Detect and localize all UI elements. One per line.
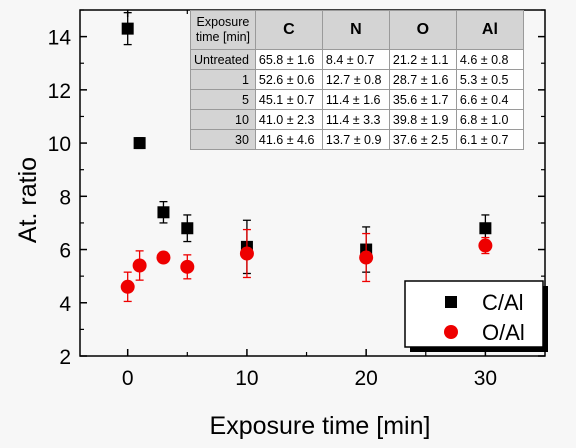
legend-label: C/Al (482, 290, 524, 315)
row-label: 1 (190, 69, 256, 90)
table-row: 5 45.1 ± 0.7 11.4 ± 1.6 35.6 ± 1.7 6.6 ±… (190, 89, 524, 110)
header-label-line1: Exposure (196, 15, 250, 29)
table-cell: 21.2 ± 1.1 (388, 49, 457, 70)
legend-box (404, 280, 544, 348)
table-cell: 65.8 ± 1.6 (254, 49, 323, 70)
data-point-circle (359, 250, 374, 265)
table-row: Untreated 65.8 ± 1.6 8.4 ± 0.7 21.2 ± 1.… (190, 49, 524, 70)
series-o-al (120, 228, 493, 303)
table-cell: 39.8 ± 1.9 (388, 109, 457, 130)
table-cell: 6.1 ± 0.7 (455, 129, 524, 150)
legend: C/Al O/Al (404, 280, 548, 352)
table-header-label: Exposure time [min] (190, 10, 256, 50)
data-point-square (181, 222, 194, 235)
legend-marker-circle (444, 325, 458, 339)
table-cell: 4.6 ± 0.8 (455, 49, 524, 70)
table-row: 1 52.6 ± 0.6 12.7 ± 0.8 28.7 ± 1.6 5.3 ±… (190, 69, 524, 90)
composition-table: Exposure time [min] C N O Al Untreated 6… (190, 10, 524, 150)
data-point-circle (478, 238, 493, 253)
table-cell: 8.4 ± 0.7 (321, 49, 390, 70)
y-tick-label: 8 (59, 186, 71, 209)
x-tick-label: 10 (235, 367, 258, 390)
data-point-circle (180, 259, 195, 274)
column-header: C (254, 10, 323, 50)
row-label: 10 (190, 109, 256, 130)
table-row: 10 41.0 ± 2.3 11.4 ± 3.3 39.8 ± 1.9 6.8 … (190, 109, 524, 130)
data-point-circle (239, 246, 254, 261)
y-tick-label: 4 (59, 293, 71, 316)
x-tick-label: 20 (354, 367, 377, 390)
column-header: N (321, 10, 390, 50)
y-ticks: 2 4 6 8 10 12 14 (48, 9, 545, 369)
row-label: Untreated (190, 49, 256, 70)
table-cell: 13.7 ± 0.9 (321, 129, 390, 150)
y-tick-label: 14 (48, 27, 72, 50)
table-cell: 11.4 ± 1.6 (321, 89, 390, 110)
x-axis-title: Exposure time [min] (210, 412, 431, 440)
table-cell: 11.4 ± 3.3 (321, 109, 390, 130)
table-cell: 41.0 ± 2.3 (254, 109, 323, 130)
data-point-circle (132, 258, 147, 273)
table-cell: 6.8 ± 1.0 (455, 109, 524, 130)
data-point-circle (120, 279, 135, 294)
y-tick-label: 6 (59, 240, 71, 263)
table-header-row: Exposure time [min] C N O Al (190, 10, 524, 50)
column-header: O (388, 10, 457, 50)
table-cell: 41.6 ± 4.6 (254, 129, 323, 150)
table-cell: 52.6 ± 0.6 (254, 69, 323, 90)
data-point-square (121, 22, 134, 35)
table-cell: 12.7 ± 0.8 (321, 69, 390, 90)
table-cell: 28.7 ± 1.6 (388, 69, 457, 90)
y-axis-title: At. ratio (14, 157, 42, 243)
table-cell: 5.3 ± 0.5 (455, 69, 524, 90)
legend-marker-square (445, 296, 457, 308)
table-row: 30 41.6 ± 4.6 13.7 ± 0.9 37.6 ± 2.5 6.1 … (190, 129, 524, 150)
column-header: Al (455, 10, 524, 50)
table-cell: 45.1 ± 0.7 (254, 89, 323, 110)
y-tick-label: 12 (48, 80, 71, 103)
legend-label: O/Al (482, 320, 525, 345)
data-point-circle (156, 250, 171, 265)
data-point-square (157, 206, 170, 219)
table-cell: 37.6 ± 2.5 (388, 129, 457, 150)
data-point-square (479, 222, 492, 235)
table-cell: 35.6 ± 1.7 (388, 89, 457, 110)
row-label: 30 (190, 129, 256, 150)
x-tick-label: 30 (474, 367, 497, 390)
row-label: 5 (190, 89, 256, 110)
data-marks (120, 12, 493, 303)
x-tick-label: 0 (122, 367, 134, 390)
y-tick-label: 2 (59, 346, 71, 369)
header-label-line2: time [min] (195, 30, 251, 44)
table-cell: 6.6 ± 0.4 (455, 89, 524, 110)
data-point-square (133, 137, 146, 150)
y-tick-label: 10 (48, 133, 71, 156)
